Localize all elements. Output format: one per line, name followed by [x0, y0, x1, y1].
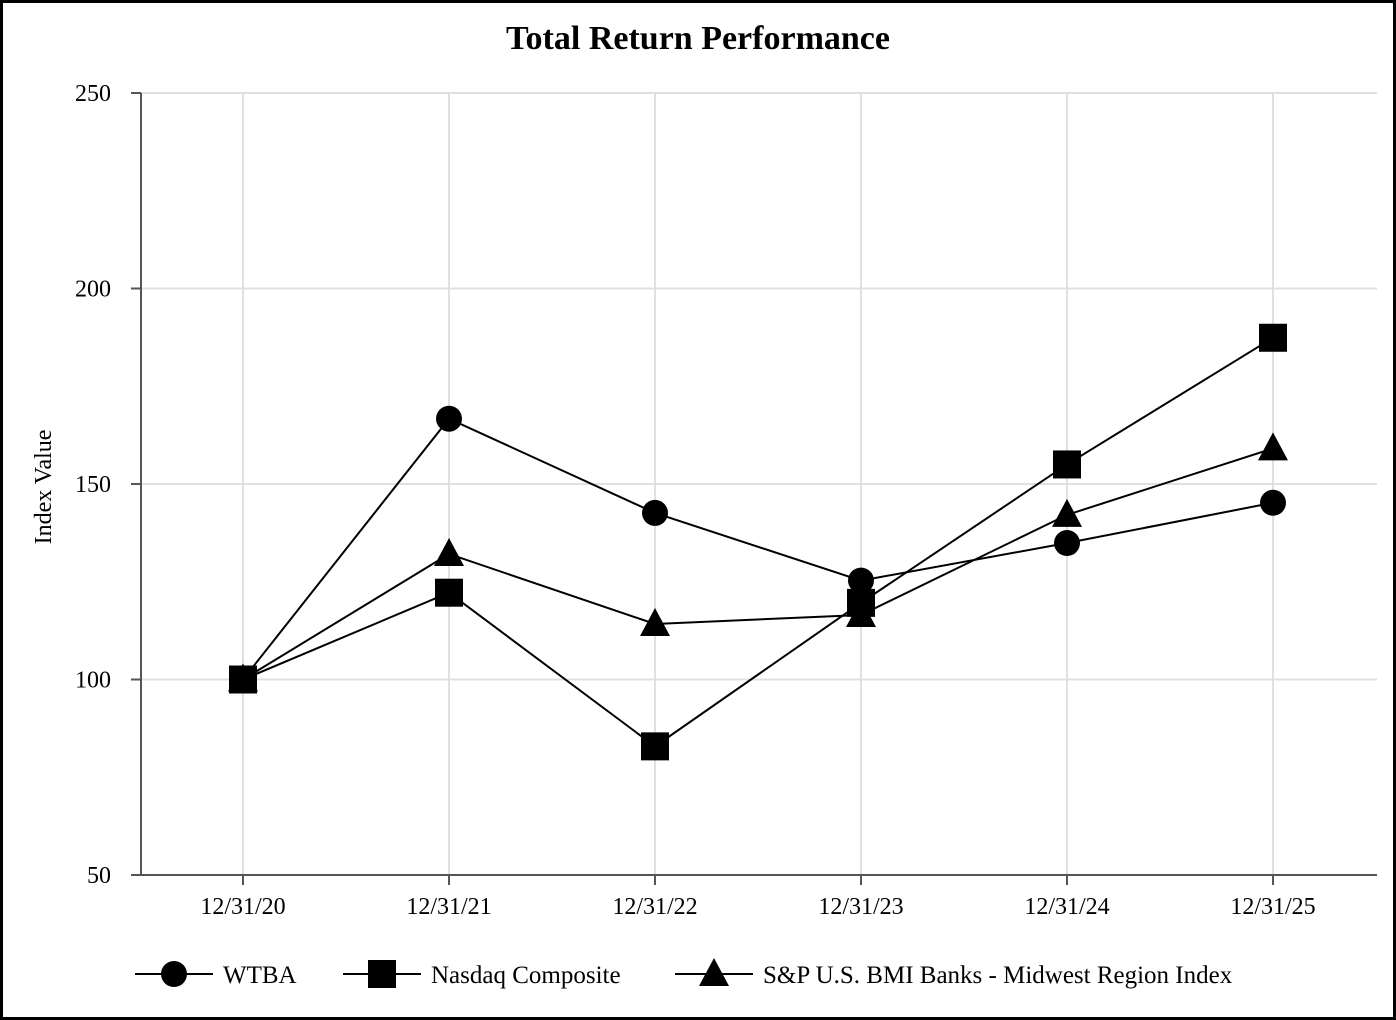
legend-item: WTBA — [135, 961, 297, 989]
data-point — [1052, 498, 1082, 527]
data-point — [228, 663, 258, 692]
legend-label: Nasdaq Composite — [431, 962, 621, 989]
markers-square — [229, 323, 1287, 761]
series-line — [242, 336, 1274, 748]
series-triangle — [242, 447, 1274, 681]
y-tick-label: 100 — [75, 668, 111, 694]
data-point — [435, 578, 463, 607]
data-point — [1053, 450, 1081, 479]
data-point — [642, 499, 668, 526]
legend-marker — [368, 960, 396, 988]
data-point — [640, 607, 670, 636]
legend-item: Nasdaq Composite — [343, 960, 621, 989]
series-circle — [242, 417, 1274, 681]
chart-title: Total Return Performance — [506, 20, 890, 57]
x-tick-label: 12/31/20 — [200, 894, 285, 920]
grid — [141, 92, 1377, 875]
y-tick-label: 50 — [87, 863, 111, 889]
data-point — [1260, 489, 1286, 516]
data-point — [436, 405, 462, 432]
markers-circle — [230, 405, 1286, 693]
data-point — [848, 567, 874, 594]
legend-marker — [699, 958, 729, 986]
x-tick-label: 12/31/24 — [1024, 894, 1109, 920]
series-group — [228, 323, 1288, 761]
legend-label: WTBA — [223, 962, 297, 989]
y-tick-label: 250 — [75, 81, 111, 107]
x-tick-label: 12/31/21 — [406, 894, 491, 920]
series-square — [242, 336, 1274, 748]
axes: 50 100 150 200 250 12/31/20 12/31/21 12/31/22 12… — [75, 81, 1377, 920]
data-point — [846, 598, 876, 627]
legend-label: S&P U.S. BMI Banks - Midwest Region Inde… — [763, 962, 1233, 989]
series-line — [242, 447, 1274, 681]
data-point — [1054, 530, 1080, 557]
y-tick-label: 150 — [75, 472, 111, 498]
legend: WTBA Nasdaq Composite S&P U.S. BMI Banks -… — [135, 958, 1233, 989]
legend-item: S&P U.S. BMI Banks - Midwest Region Inde… — [675, 958, 1233, 989]
y-axis-label: Index Value — [31, 430, 57, 545]
series-line — [242, 417, 1274, 681]
x-tick-label: 12/31/25 — [1230, 894, 1315, 920]
x-tick-label: 12/31/23 — [818, 894, 903, 920]
legend-marker — [161, 961, 187, 987]
data-point — [1258, 432, 1288, 461]
x-tick-label: 12/31/22 — [612, 894, 697, 920]
data-point — [1259, 323, 1287, 352]
data-point — [434, 537, 464, 566]
line-chart: Total Return Performance Index Value 50 1… — [31, 20, 1377, 989]
y-tick-label: 200 — [75, 277, 111, 303]
data-point — [641, 732, 669, 761]
markers-triangle — [228, 432, 1288, 692]
